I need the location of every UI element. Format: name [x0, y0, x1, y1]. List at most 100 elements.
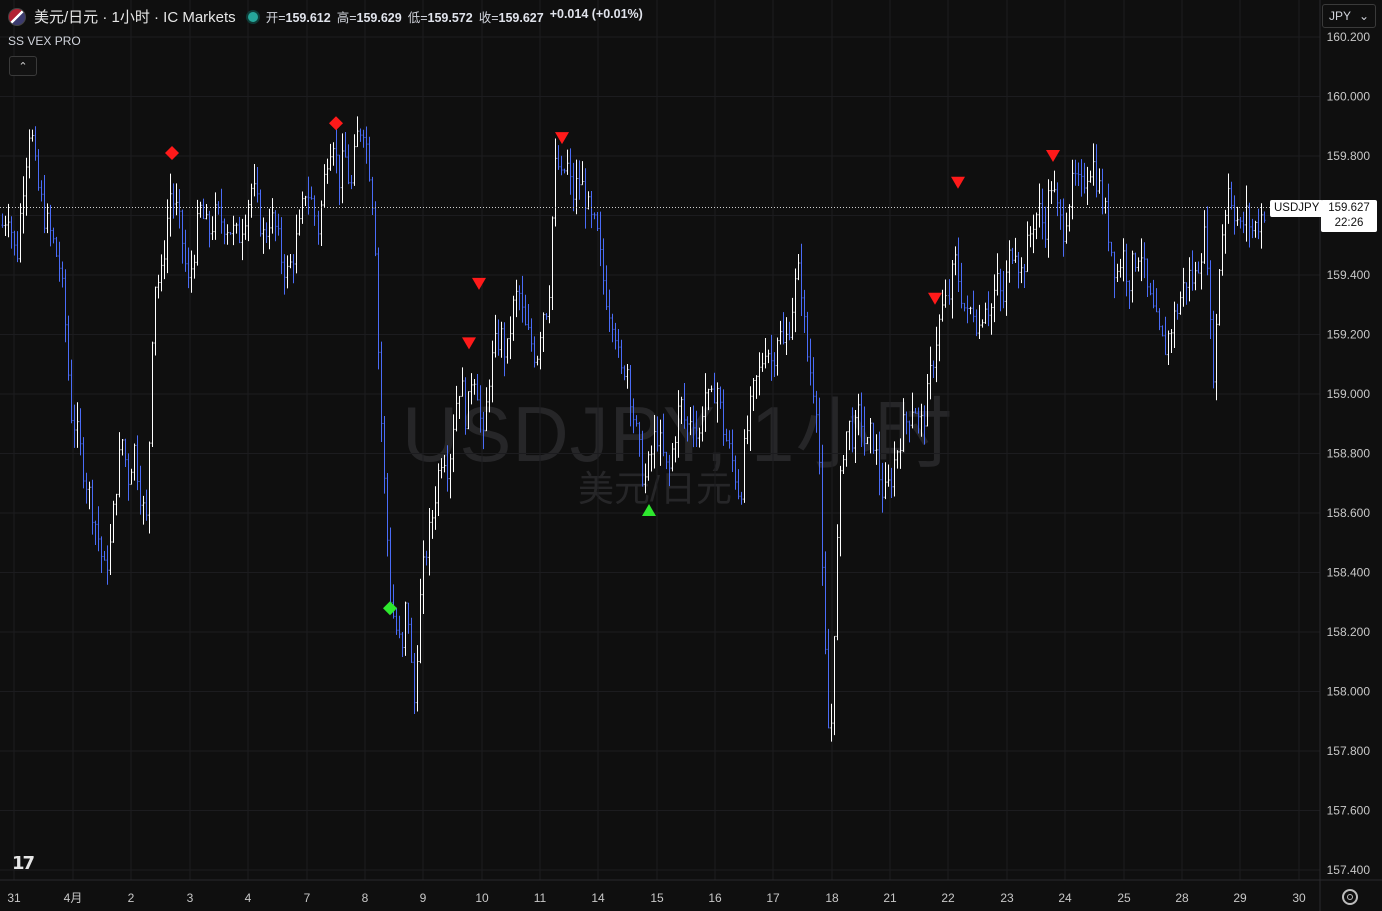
ohlc-bar: [1227, 173, 1230, 224]
ohlc-bar: [1239, 216, 1242, 229]
ohlc-bar: [698, 427, 701, 448]
ohlc-bar: [764, 338, 767, 369]
ohlc-bar: [1089, 170, 1092, 183]
y-tick-label: 160.000: [1327, 90, 1371, 104]
ohlc-bar: [957, 237, 960, 292]
ohlc-bar: [611, 313, 614, 343]
ohlc-bar: [76, 402, 79, 448]
signal-diamond: [383, 601, 397, 616]
currency-select[interactable]: JPY ⌄: [1322, 4, 1376, 28]
ohlc-bar: [178, 189, 181, 229]
ohlc-bar: [383, 416, 386, 494]
ohlc-bar: [701, 406, 704, 442]
signal-triangle-up: [642, 504, 656, 517]
y-tick-label: 158.000: [1327, 685, 1371, 699]
ohlc-bar: [301, 191, 304, 224]
ohlc-bar: [1104, 197, 1107, 214]
symbol-title[interactable]: 美元/日元 · 1小时 · IC Markets: [34, 9, 236, 26]
ohlc-bar: [455, 385, 458, 432]
ohlc-bar: [34, 126, 37, 161]
indicator-label[interactable]: SS VEX PRO: [8, 34, 81, 48]
ohlc-bar: [1233, 195, 1236, 235]
ohlc-bar: [800, 243, 803, 317]
ohlc-bar: [575, 159, 578, 215]
x-tick-label: 30: [1292, 891, 1306, 905]
ohlc-bar: [596, 212, 599, 231]
ohlc-bar: [82, 437, 85, 489]
ohlc-bar: [410, 617, 413, 663]
ohlc-bar: [271, 198, 274, 234]
ohlc-bar: [350, 175, 353, 190]
ohlc-bar: [1152, 279, 1155, 309]
ohlc-bar: [545, 313, 548, 320]
ohlc-bar: [148, 441, 151, 534]
ohlc-bar: [283, 254, 286, 295]
ohlc-bar: [1029, 226, 1032, 248]
ohlc-bar: [274, 210, 277, 242]
ohlc-bar: [1050, 181, 1053, 204]
ohlc-bar: [1056, 182, 1059, 217]
x-tick-label: 2: [128, 891, 135, 905]
ohlc-bar: [821, 444, 824, 586]
ohlc-bar: [401, 631, 404, 658]
ohlc-bar: [109, 523, 112, 576]
settings-icon[interactable]: [1342, 889, 1358, 905]
ohlc-bar: [365, 126, 368, 164]
ohlc-bar: [112, 500, 115, 543]
ohlc-bar: [214, 192, 217, 240]
y-tick-label: 158.600: [1327, 506, 1371, 520]
x-tick-label: 17: [766, 891, 780, 905]
ohlc-bar: [1230, 181, 1233, 210]
ohlc-bar: [40, 180, 43, 202]
ohlc-bar: [527, 303, 530, 330]
ohlc-bar: [996, 253, 999, 296]
market-status-icon: [247, 11, 258, 22]
x-tick-label: 16: [708, 891, 722, 905]
ohlc-bar: [632, 398, 635, 434]
ohlc-bar: [1053, 170, 1056, 193]
y-tick-label: 157.800: [1327, 744, 1371, 758]
ohlc-bar: [184, 229, 187, 272]
ohlc-bar: [440, 458, 443, 479]
ohlc-bar: [677, 390, 680, 458]
ohlc-bar: [539, 331, 542, 370]
ohlc-bar: [19, 203, 22, 263]
collapse-legend-button[interactable]: ⌃: [9, 56, 37, 76]
ohlc-bar: [449, 453, 452, 499]
ohlc-bar: [680, 396, 683, 425]
ohlc-bar: [470, 373, 473, 405]
ohlc-bar: [1059, 199, 1062, 230]
ohlc-bar: [866, 437, 869, 445]
ohlc-bar: [193, 254, 196, 279]
ohlc-bar: [668, 454, 671, 487]
ohlc-bar: [446, 445, 449, 492]
ohlc-bar: [389, 527, 392, 612]
ohlc-bar: [307, 176, 310, 215]
last-price-tag: 159.627 22:26: [1321, 200, 1377, 232]
ohlc-bar: [1128, 280, 1131, 309]
tradingview-logo-icon[interactable]: 17: [12, 853, 35, 874]
x-tick-label: 8: [362, 891, 369, 905]
ohlc-bar: [767, 349, 770, 364]
ohlc-bar: [689, 407, 692, 436]
ohlc-bar: [43, 174, 46, 234]
ohlc-bar: [725, 428, 728, 442]
ohlc-bar: [1014, 237, 1017, 263]
ohlc-bar: [151, 341, 154, 447]
ohlc-bar: [244, 214, 247, 240]
ohlc-bar: [509, 316, 512, 360]
ohlc-bar: [737, 469, 740, 500]
x-tick-label: 10: [475, 891, 489, 905]
ohlc-bar: [118, 432, 121, 498]
ohlc-bar: [226, 224, 229, 245]
ohlc-bar: [431, 509, 434, 539]
ohlc-bar: [175, 183, 178, 216]
ohlc-bar: [1260, 203, 1263, 249]
ohlc-bar: [494, 314, 497, 358]
ohlc-bar: [1146, 258, 1149, 297]
ohlc-bar: [608, 289, 611, 332]
x-tick-label: 25: [1117, 891, 1131, 905]
ohlc-bar: [920, 403, 923, 437]
